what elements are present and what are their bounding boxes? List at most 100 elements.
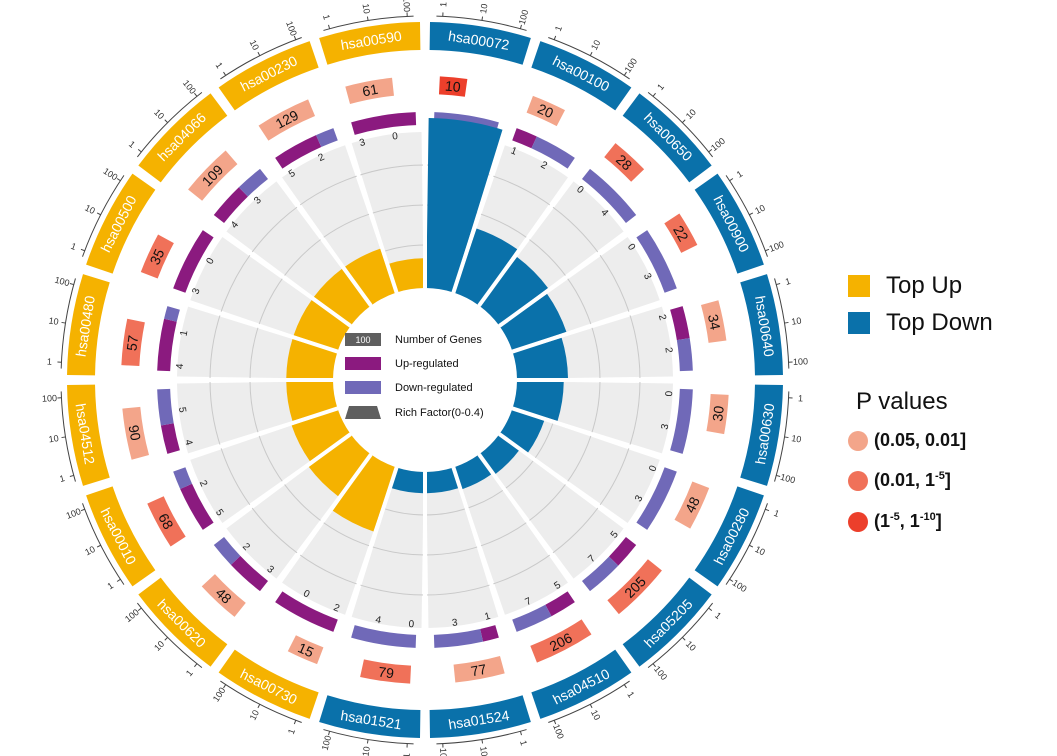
pvalue-legend-item-3: (1-5, 1-10] (848, 511, 942, 532)
center-legend-genes-label: Number of Genes (395, 334, 482, 346)
legend-top-up-swatch (848, 275, 870, 297)
down-count-hsa01521: 4 (374, 615, 382, 627)
scale-label-hsa00072-0: 1 (438, 2, 448, 7)
up-count-hsa00280: 0 (647, 464, 659, 474)
term-band-hsa05205 (622, 577, 712, 667)
center-legend-up-label: Up-regulated (395, 358, 459, 370)
term-band-hsa00900 (694, 173, 764, 274)
scale-label-hsa00100-1: 10 (589, 38, 602, 51)
scale-tick-hsa00730-2 (223, 684, 227, 689)
scale-tick-hsa00900-2 (765, 248, 770, 252)
scale-tick-hsa00620-2 (137, 607, 142, 611)
center-legend-down-swatch (345, 381, 381, 394)
scale-label-hsa04066-0: 1 (127, 139, 137, 150)
scale-axis-hsa00650 (647, 91, 714, 158)
scale-tick-hsa00500-0 (80, 248, 85, 252)
scale-label-hsa04510-1: 10 (589, 708, 602, 721)
scale-label-hsa01521-2: 100 (320, 734, 334, 751)
down-regulated-bar-hsa00480 (164, 306, 180, 322)
down-count-hsa00230: 2 (317, 152, 327, 165)
scale-tick-hsa04512-0 (69, 474, 74, 477)
scale-label-hsa01524-1: 10 (478, 746, 489, 756)
scale-tick-hsa00650-2 (708, 149, 713, 153)
scale-tick-hsa05205-0 (708, 607, 713, 611)
spoke-6 (511, 406, 662, 459)
up-regulated-bar-hsa00730 (275, 591, 338, 632)
spoke-2 (477, 178, 573, 307)
scale-tick-hsa04066-2 (194, 92, 198, 97)
spoke-18 (277, 178, 373, 307)
center-legend-genes-swatch (345, 333, 381, 346)
rich-factor-bar-hsa05205 (480, 435, 520, 475)
scale-label-hsa05205-0: 1 (713, 610, 723, 621)
scale-label-hsa00650-0: 1 (655, 82, 666, 92)
scale-tick-hsa00280-2 (729, 578, 734, 582)
scale-label-hsa01521-1: 10 (360, 746, 371, 756)
up-count-hsa00100: 1 (509, 145, 519, 157)
up-count-hsa05205: 5 (609, 529, 621, 541)
scale-tick-hsa00650-0 (652, 92, 656, 97)
scale-label-hsa01524-2: 100 (438, 748, 449, 756)
term-band-hsa00500 (86, 173, 156, 274)
down-regulated-bar-hsa00010 (173, 467, 193, 490)
genes-bar-hsa00590 (345, 77, 394, 105)
genes-count-hsa00900: 22 (670, 223, 692, 245)
scale-tick-hsa00230-2 (293, 35, 297, 40)
down-regulated-bar-hsa00900 (636, 230, 677, 293)
scale-label-hsa00230-0: 1 (214, 61, 225, 71)
rich-factor-bar-hsa00900 (500, 293, 567, 351)
scale-label-hsa00640-2: 100 (793, 356, 809, 367)
spoke-16 (188, 301, 339, 354)
term-band-hsa00630 (740, 384, 783, 486)
genes-count-hsa00630: 30 (709, 405, 727, 423)
scale-label-hsa05205-2: 100 (652, 664, 669, 682)
scale-tick-hsa05205-2 (652, 663, 656, 668)
scale-label-hsa00280-0: 1 (772, 508, 780, 519)
term-band-hsa00280 (694, 486, 764, 587)
up-regulated-bar-hsa00590 (351, 112, 417, 135)
down-regulated-bar-hsa00640 (676, 338, 693, 372)
spoke-4 (511, 301, 662, 354)
scale-label-hsa00480-2: 100 (54, 275, 71, 289)
scale-tick-hsa00650-1 (682, 119, 686, 123)
up-count-hsa04066: 4 (229, 219, 241, 231)
up-regulated-bar-hsa00640 (670, 306, 690, 341)
spoke-8 (477, 453, 573, 582)
genes-bar-hsa00730 (287, 635, 324, 665)
term-band-hsa00480 (67, 274, 110, 376)
scale-tick-hsa04066-1 (164, 119, 168, 123)
pvalue-dot-2 (848, 470, 868, 491)
scale-label-hsa01524-0: 1 (518, 739, 529, 746)
down-regulated-bar-hsa04510 (512, 604, 552, 632)
term-band-hsa04510 (531, 649, 632, 719)
center-disk (334, 289, 516, 471)
genes-count-hsa04512: 90 (125, 424, 144, 442)
scale-label-hsa00900-2: 100 (768, 239, 786, 254)
term-band-hsa01524 (429, 695, 531, 738)
genes-count-hsa00072: 10 (444, 78, 461, 95)
rich-factor-bar-hsa00640 (512, 337, 568, 379)
up-regulated-bar-hsa00620 (230, 555, 269, 592)
up-count-hsa00010: 5 (213, 507, 225, 518)
down-count-hsa01524: 3 (451, 617, 458, 629)
scale-tick-hsa00620-1 (164, 637, 168, 641)
genes-bar-hsa00620 (201, 574, 246, 617)
scale-label-hsa00500-1: 10 (83, 203, 96, 216)
scale-tick-hsa00230-0 (223, 71, 227, 76)
genes-count-hsa00500: 35 (146, 246, 167, 267)
rich-factor-bar-hsa00280 (500, 409, 545, 453)
down-count-hsa00590: 0 (392, 131, 399, 143)
scale-tick-hsa00730-1 (257, 704, 261, 709)
rich-factor-bar-hsa00650 (480, 256, 549, 325)
scale-axis-hsa01524 (436, 729, 527, 745)
center-legend-genes-box-text: 100 (355, 335, 370, 345)
legend-top-up-label: Top Up (886, 272, 963, 299)
term-band-hsa00620 (138, 577, 228, 667)
term-band-hsa00590 (319, 22, 421, 65)
scale-label-hsa00230-1: 10 (248, 38, 261, 51)
scale-label-hsa00590-0: 1 (321, 13, 332, 20)
down-count-hsa00900: 3 (641, 272, 654, 282)
scale-tick-hsa00630-1 (784, 436, 789, 439)
scale-label-hsa00010-1: 10 (83, 544, 96, 557)
